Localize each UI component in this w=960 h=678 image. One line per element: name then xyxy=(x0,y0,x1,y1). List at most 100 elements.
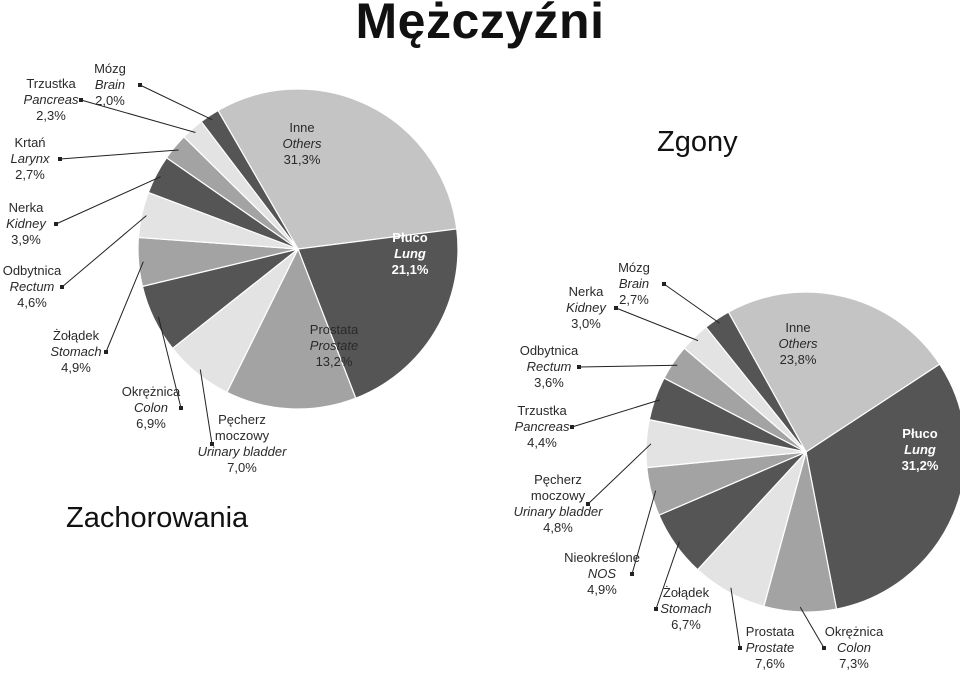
zgony-label-colon: Okrężnica Colon 7,3% xyxy=(825,624,884,671)
zachorowania-label-lung-pl: Płuco xyxy=(392,230,427,245)
zgony-label-others: Inne Others 23,8% xyxy=(778,320,818,367)
zgony-label-others-pl: Inne xyxy=(785,320,810,335)
zgony-label-pancreas-en: Pancreas xyxy=(515,419,570,434)
zachorowania-label-prostate-en: Prostate xyxy=(310,338,358,353)
zachorowania-label-others-en: Others xyxy=(282,136,322,151)
zgony-label-rectum: Odbytnica Rectum 3,6% xyxy=(520,343,579,390)
zachorowania-label-stomach-label: 4,9% xyxy=(61,360,91,375)
page-title: Mężczyźni xyxy=(355,0,605,49)
zachorowania-leader-dot-brain xyxy=(138,83,142,87)
zachorowania-label-rectum-label: 4,6% xyxy=(17,295,47,310)
zgony-label-pancreas-label: 4,4% xyxy=(527,435,557,450)
zgony-label-brain-pl: Mózg xyxy=(618,260,650,275)
zachorowania-label-larynx-en: Larynx xyxy=(10,151,50,166)
zachorowania-leader-urinary-bladder xyxy=(199,369,213,445)
zgony-label-stomach-pl: Żołądek xyxy=(663,585,710,600)
zachorowania-label-larynx: Krtań Larynx 2,7% xyxy=(10,135,50,182)
zgony-label-nos-label: 4,9% xyxy=(587,582,617,597)
zachorowania-label-larynx-label: 2,7% xyxy=(15,167,45,182)
zgony-leader-dot-prostate xyxy=(738,646,742,650)
zachorowania-leader-dot-colon xyxy=(179,406,183,410)
zachorowania-label-brain-label: 2,0% xyxy=(95,93,125,108)
zgony-label-kidney-label: 3,0% xyxy=(571,316,601,331)
zachorowania-label-lung: Płuco Lung 21,1% xyxy=(392,230,429,277)
zachorowania-label-stomach-pl: Żołądek xyxy=(53,328,100,343)
zachorowania-leader-dot-pancreas xyxy=(79,98,83,102)
zgony-label-lung-label: 31,2% xyxy=(902,458,939,473)
zachorowania-leader-dot-kidney xyxy=(54,222,58,226)
zachorowania-label-prostate-label: 13,2% xyxy=(316,354,353,369)
zachorowania-leader-kidney xyxy=(55,176,161,225)
zachorowania-label-urinary-bladder: Pęcherz moczowy Urinary bladder 7,0% xyxy=(198,412,288,475)
zgony-label-stomach: Żołądek Stomach 6,7% xyxy=(660,585,711,632)
zgony-slice-lung xyxy=(805,363,960,610)
zachorowania-label-stomach-en: Stomach xyxy=(50,344,101,359)
zgony-label-rectum-label: 3,6% xyxy=(534,375,564,390)
zachorowania-label-urinary-bladder-en: Urinary bladder xyxy=(198,444,288,459)
zgony-label-kidney-en: Kidney xyxy=(566,300,607,315)
zgony-label-brain-en: Brain xyxy=(619,276,649,291)
zgony-label-stomach-label: 6,7% xyxy=(671,617,701,632)
zgony-leader-rectum xyxy=(578,364,678,368)
zachorowania-label-colon-label: 6,9% xyxy=(136,416,166,431)
zachorowania-leader-stomach xyxy=(105,261,144,353)
zachorowania-label-pancreas-en: Pancreas xyxy=(24,92,79,107)
zachorowania-label-others-pl: Inne xyxy=(289,120,314,135)
chart-title-zachorowania: Zachorowania xyxy=(66,502,249,534)
zgony-label-others-label: 23,8% xyxy=(780,352,817,367)
zgony-label-colon-label: 7,3% xyxy=(839,656,869,671)
zgony-leader-kidney xyxy=(615,307,699,342)
zachorowania-label-others: Inne Others 31,3% xyxy=(282,120,322,167)
zgony-leader-pancreas xyxy=(571,399,660,428)
zgony-label-brain-label: 2,7% xyxy=(619,292,649,307)
zachorowania-pie: Inne Others 31,3% Płuco Lung 21,1% Prostata Pro… xyxy=(3,61,459,475)
zachorowania-label-urinary-bladder-label: 7,0% xyxy=(227,460,257,475)
zachorowania-label-rectum-pl: Odbytnica xyxy=(3,263,62,278)
zgony-label-prostate-en: Prostate xyxy=(746,640,794,655)
zachorowania-label-kidney: Nerka Kidney 3,9% xyxy=(6,200,47,247)
zgony-leader-urinary-bladder xyxy=(587,443,652,505)
zachorowania-label-prostate-pl: Prostata xyxy=(310,322,359,337)
zachorowania-label-lung-label: 21,1% xyxy=(392,262,429,277)
zachorowania-label-kidney-en: Kidney xyxy=(6,216,47,231)
zgony-leader-dot-kidney xyxy=(614,306,618,310)
zgony-leader-dot-pancreas xyxy=(570,425,574,429)
zgony-leader-dot-stomach xyxy=(654,607,658,611)
zachorowania-leader-dot-stomach xyxy=(104,350,108,354)
zachorowania-leader-pancreas xyxy=(80,99,196,133)
zgony-leader-nos xyxy=(631,490,657,575)
zgony-label-pancreas: Trzustka Pancreas 4,4% xyxy=(515,403,570,450)
zgony-slice-others xyxy=(727,291,941,453)
zgony-label-kidney-pl: Nerka xyxy=(569,284,604,299)
zachorowania-slice-lung xyxy=(297,228,459,399)
zgony-leader-stomach xyxy=(655,541,680,610)
zgony-label-lung: Płuco Lung 31,2% xyxy=(902,426,939,473)
zgony-label-colon-pl: Okrężnica xyxy=(825,624,884,639)
zgony-label-colon-en: Colon xyxy=(837,640,871,655)
zachorowania-label-larynx-pl: Krtań xyxy=(14,135,45,150)
zachorowania-slice-others xyxy=(217,88,458,250)
zgony-label-pancreas-pl: Trzustka xyxy=(517,403,567,418)
zachorowania-leader-larynx xyxy=(59,149,179,160)
zachorowania-leader-colon xyxy=(157,316,182,409)
zachorowania-slice-brain xyxy=(200,109,299,250)
zachorowania-label-others-label: 31,3% xyxy=(284,152,321,167)
zgony-label-nos-pl: Nieokreślone xyxy=(564,550,640,565)
zgony-leader-prostate xyxy=(730,587,741,649)
zachorowania-label-brain-pl: Mózg xyxy=(94,61,126,76)
zgony-leader-brain xyxy=(663,283,720,324)
zachorowania-leader-dot-urinary-bladder xyxy=(210,442,214,446)
zgony-label-lung-pl: Płuco xyxy=(902,426,937,441)
zgony-leader-dot-urinary-bladder xyxy=(586,502,590,506)
zgony-label-prostate-label: 7,6% xyxy=(755,656,785,671)
zachorowania-label-prostate: Prostata Prostate 13,2% xyxy=(310,322,359,369)
zgony-label-rectum-en: Rectum xyxy=(527,359,572,374)
zgony-label-prostate: Prostata Prostate 7,6% xyxy=(746,624,795,671)
zachorowania-leader-dot-larynx xyxy=(58,157,62,161)
zgony-label-urinary-bladder-label: 4,8% xyxy=(543,520,573,535)
zgony-label-lung-en: Lung xyxy=(904,442,936,457)
zgony-leader-dot-rectum xyxy=(577,365,581,369)
zachorowania-leader-brain xyxy=(139,84,213,121)
zachorowania-label-pancreas: Trzustka Pancreas 2,3% xyxy=(24,76,79,123)
